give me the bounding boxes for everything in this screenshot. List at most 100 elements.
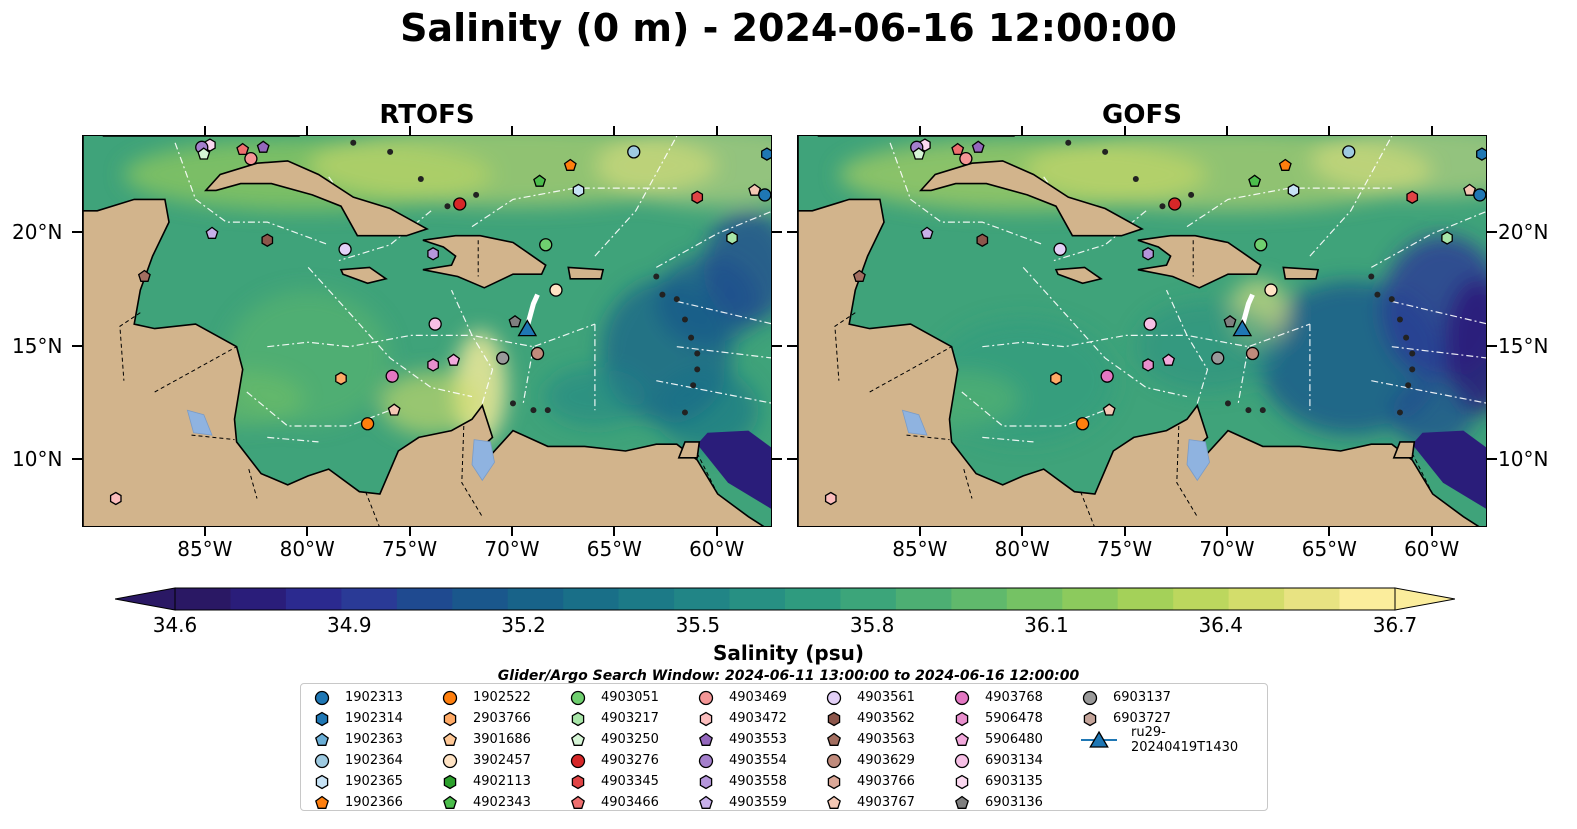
- float-marker-4903217: [726, 231, 738, 245]
- glider-track: [524, 293, 540, 327]
- legend-marker: [1081, 730, 1117, 748]
- legend-entry: 4903561: [823, 687, 915, 708]
- small-islands: [350, 139, 701, 416]
- legend-label: 4903051: [601, 690, 659, 705]
- legend-entry: ru29-20240419T1430: [1079, 725, 1267, 755]
- float-marker-1902366: [1278, 158, 1292, 171]
- legend-label: ru29-20240419T1430: [1131, 724, 1239, 755]
- legend-circle-marker: [314, 753, 330, 768]
- legend-entry: 3901686: [439, 729, 531, 750]
- legend-marker: [955, 774, 969, 789]
- lat-tick-mark: [787, 231, 797, 234]
- float-marker-4903563: [137, 269, 151, 282]
- float-marker-5906478: [1142, 358, 1154, 372]
- lon-tick-mark: [1328, 126, 1331, 135]
- float-marker-5906480: [447, 353, 461, 366]
- legend-label: 1902366: [345, 795, 403, 810]
- float-marker-4903276: [1168, 197, 1182, 211]
- legend-label: 5906480: [985, 732, 1043, 747]
- legend-label: 6903136: [985, 795, 1043, 810]
- legend-label: 1902364: [345, 753, 403, 768]
- colorbar-extend-low: [115, 587, 176, 611]
- float-marker-4902343: [1248, 174, 1262, 187]
- float-marker-5906480: [1162, 353, 1176, 366]
- salinity-field: [123, 136, 771, 451]
- legend-marker: [315, 795, 329, 809]
- legend-entry: 4903217: [567, 708, 659, 729]
- legend-marker: [954, 753, 970, 768]
- legend-hexagon-marker: [1083, 711, 1097, 726]
- legend-marker: [827, 795, 841, 809]
- legend-label: 4903766: [857, 774, 915, 789]
- colorbar-segment: [1006, 588, 1063, 610]
- lon-tick-mark: [1123, 527, 1126, 536]
- legend-pentagon-marker: [571, 795, 585, 809]
- observation-markers: [109, 138, 771, 506]
- legend-label: 6903135: [985, 774, 1043, 789]
- colorbar-segment: [951, 588, 1008, 610]
- legend-marker: [699, 795, 713, 809]
- legend-marker: [315, 711, 329, 726]
- lat-tick-label-left: 15°N: [12, 333, 63, 358]
- float-marker-2903766: [1050, 371, 1062, 386]
- lat-tick-label-left: 10°N: [12, 447, 63, 472]
- legend-marker: [1082, 690, 1098, 705]
- panel-title-rtofs: RTOFS: [379, 100, 475, 130]
- legend-label: 4903563: [857, 732, 915, 747]
- legend-entry: 2903766: [439, 708, 531, 729]
- lon-tick-mark: [1328, 527, 1331, 536]
- lon-tick-label: 65°W: [1301, 537, 1357, 561]
- colorbar-segment: [618, 588, 675, 610]
- lon-tick-mark: [203, 527, 206, 536]
- lon-tick-label: 75°W: [1096, 537, 1153, 561]
- legend-label: 5906478: [985, 711, 1043, 726]
- lon-tick-label: 60°W: [1404, 537, 1460, 561]
- legend-marker: [571, 774, 585, 789]
- lat-tick-mark: [1487, 344, 1497, 347]
- legend-pentagon-marker: [827, 795, 841, 809]
- lat-tick-label-right: 15°N: [1498, 333, 1549, 358]
- lon-tick-mark: [408, 126, 411, 135]
- float-marker-4903561: [1053, 242, 1067, 256]
- float-marker-5906478: [427, 358, 439, 372]
- legend-marker: [827, 774, 841, 789]
- legend-hexagon-marker: [315, 711, 329, 726]
- map-panel-gofs: [797, 135, 1487, 527]
- legend-marker: [442, 690, 458, 705]
- legend-entry: 4903345: [567, 771, 659, 792]
- legend-label: 6903137: [1113, 690, 1171, 705]
- float-marker-6903134: [428, 317, 442, 331]
- legend-label: 2903766: [473, 711, 531, 726]
- float-marker-4902343: [533, 174, 547, 187]
- legend-pentagon-marker: [699, 795, 713, 809]
- colorbar-segment: [507, 588, 564, 610]
- legend-hexagon-marker: [699, 711, 713, 726]
- legend-marker: [955, 795, 969, 809]
- lon-tick-label: 70°W: [1199, 537, 1255, 561]
- legend-entry: 4903558: [695, 771, 787, 792]
- legend-label: 4903345: [601, 774, 659, 789]
- legend-marker: [571, 732, 585, 746]
- legend: 1902313 1902314 1902363 1902364 1902365 19023…: [300, 683, 1268, 811]
- legend-label: 4903554: [729, 753, 787, 768]
- colorbar-segment: [1062, 588, 1119, 610]
- legend-entry: 5906480: [951, 729, 1043, 750]
- legend-label: 1902522: [473, 690, 531, 705]
- legend-hexagon-marker: [443, 711, 457, 726]
- float-marker-4903276: [453, 197, 467, 211]
- lon-tick-mark: [1021, 126, 1024, 135]
- float-marker-1902364: [627, 145, 641, 159]
- legend-circle-marker: [570, 753, 586, 768]
- legend-entry: 6903727: [1079, 708, 1171, 729]
- legend-circle-marker: [954, 753, 970, 768]
- lat-tick-mark: [772, 231, 782, 234]
- legend-hexagon-marker: [827, 774, 841, 789]
- legend-circle-marker: [826, 690, 842, 705]
- float-marker-4903559: [920, 226, 934, 239]
- panel-title-gofs: GOFS: [1102, 100, 1182, 130]
- colorbar-segment: [729, 588, 786, 610]
- float-marker-4903250: [912, 147, 926, 160]
- lon-tick-mark: [306, 527, 309, 536]
- lon-tick-mark: [918, 126, 921, 135]
- legend-circle-marker: [442, 690, 458, 705]
